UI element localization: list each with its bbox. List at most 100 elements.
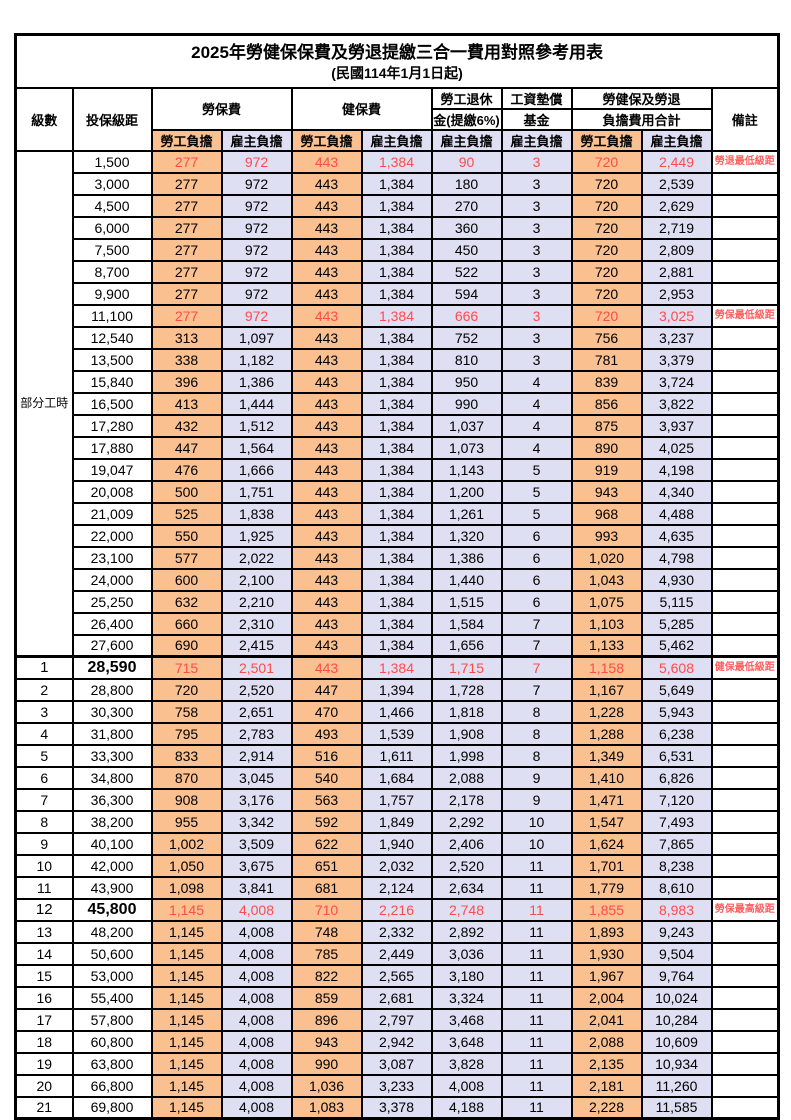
bracket-cell: 21,009 [71,501,153,526]
remark-cell [710,391,780,416]
health-employer-cell: 3,378 [360,1095,433,1120]
labor-employer-cell: 3,509 [220,831,293,856]
fund-employer-cell: 4 [500,435,573,460]
health-employer-cell: 1,466 [360,699,433,724]
total-employee-cell: 2,228 [570,1095,643,1120]
pension-employer-cell: 360 [430,215,503,240]
total-employer-cell: 4,488 [640,501,713,526]
fund-employer-cell: 5 [500,501,573,526]
pension-employer-cell: 1,998 [430,743,503,768]
total-employee-cell: 720 [570,149,643,174]
total-employer-cell: 5,115 [640,589,713,614]
remark-cell [710,809,780,834]
bracket-cell: 25,250 [71,589,153,614]
pension-employer-cell: 2,748 [430,897,503,922]
fund-employer-cell: 8 [500,743,573,768]
health-employer-cell: 1,384 [360,479,433,504]
pension-employer-cell: 2,634 [430,875,503,900]
labor-employer-cell: 2,914 [220,743,293,768]
bracket-cell: 26,400 [71,611,153,636]
labor-employee-cell: 1,145 [150,919,223,944]
health-employee-cell: 443 [290,413,363,438]
fund-employer-cell: 3 [500,303,573,328]
fund-employer-cell: 11 [500,1095,573,1120]
health-employer-cell: 1,684 [360,765,433,790]
health-employee-cell: 470 [290,699,363,724]
health-employer-cell: 1,384 [360,171,433,196]
remark-cell: 勞退最低級距 [710,149,780,174]
labor-employee-cell: 1,145 [150,1051,223,1076]
table-row: 23,100 577 2,022 443 1,384 1,386 6 1,020… [16,545,780,570]
health-employer-cell: 2,565 [360,963,433,988]
pension-employer-cell: 4,008 [430,1073,503,1098]
fund-employer-cell: 9 [500,787,573,812]
total-employer-cell: 7,493 [640,809,713,834]
total-employee-cell: 720 [570,171,643,196]
table-row: 20,008 500 1,751 443 1,384 1,200 5 943 4… [16,479,780,504]
total-employee-cell: 1,893 [570,919,643,944]
table-row: 17,880 447 1,564 443 1,384 1,073 4 890 4… [16,435,780,460]
health-employer-cell: 2,449 [360,941,433,966]
health-employee-cell: 896 [290,1007,363,1032]
fund-employer-cell: 11 [500,1073,573,1098]
total-employee-cell: 2,181 [570,1073,643,1098]
labor-employee-cell: 500 [150,479,223,504]
health-employer-cell: 1,757 [360,787,433,812]
total-employee-cell: 1,410 [570,765,643,790]
remark-cell [710,677,780,702]
labor-employee-cell: 600 [150,567,223,592]
health-employee-cell: 443 [290,215,363,240]
total-employee-cell: 1,158 [570,655,643,680]
col-header-level: 級數 [14,86,74,152]
table-row: 21,009 525 1,838 443 1,384 1,261 5 968 4… [16,501,780,526]
level-cell: 20 [14,1073,74,1098]
total-employee-cell: 1,547 [570,809,643,834]
remark-cell [710,369,780,394]
labor-employee-cell: 577 [150,545,223,570]
bracket-cell: 16,500 [71,391,153,416]
health-employer-cell: 1,384 [360,435,433,460]
health-employer-cell: 1,384 [360,193,433,218]
total-employee-cell: 890 [570,435,643,460]
pension-employer-cell: 1,143 [430,457,503,482]
health-employer-cell: 1,384 [360,391,433,416]
health-employer-cell: 1,384 [360,611,433,636]
remark-cell: 健保最低級距 [710,655,780,680]
labor-employer-cell: 4,008 [220,897,293,922]
remark-cell [710,985,780,1010]
labor-employee-cell: 1,145 [150,963,223,988]
total-employer-cell: 3,025 [640,303,713,328]
labor-employer-cell: 1,925 [220,523,293,548]
labor-employer-cell: 3,045 [220,765,293,790]
health-employee-cell: 943 [290,1029,363,1054]
pension-employer-cell: 1,386 [430,545,503,570]
total-employee-cell: 756 [570,325,643,350]
table-row: 21 69,800 1,145 4,008 1,083 3,378 4,188 … [14,1095,780,1120]
bracket-cell: 31,800 [71,721,153,746]
labor-employer-cell: 2,415 [220,633,293,658]
health-employer-cell: 3,233 [360,1073,433,1098]
labor-employer-cell: 4,008 [220,1095,293,1120]
total-employer-cell: 11,260 [640,1073,713,1098]
health-employee-cell: 710 [290,897,363,922]
pension-employer-cell: 594 [430,281,503,306]
remark-cell [710,875,780,900]
fund-employer-cell: 8 [500,699,573,724]
health-employer-cell: 1,384 [360,149,433,174]
health-employer-cell: 1,940 [360,831,433,856]
page-title: 2025年勞健保保費及勞退提繳三合一費用對照參考用表 [191,42,603,62]
fund-employer-cell: 11 [500,853,573,878]
total-employee-cell: 875 [570,413,643,438]
pension-employer-cell: 1,584 [430,611,503,636]
health-employee-cell: 443 [290,523,363,548]
labor-employer-cell: 972 [220,171,293,196]
level-cell: 15 [14,963,74,988]
labor-employee-cell: 870 [150,765,223,790]
total-employer-cell: 2,719 [640,215,713,240]
labor-employee-cell: 1,098 [150,875,223,900]
table-row: 27,600 690 2,415 443 1,384 1,656 7 1,133… [16,633,780,658]
pension-employer-cell: 2,406 [430,831,503,856]
total-employer-cell: 2,449 [640,149,713,174]
level-cell: 6 [14,765,74,790]
pension-employer-cell: 1,818 [430,699,503,724]
